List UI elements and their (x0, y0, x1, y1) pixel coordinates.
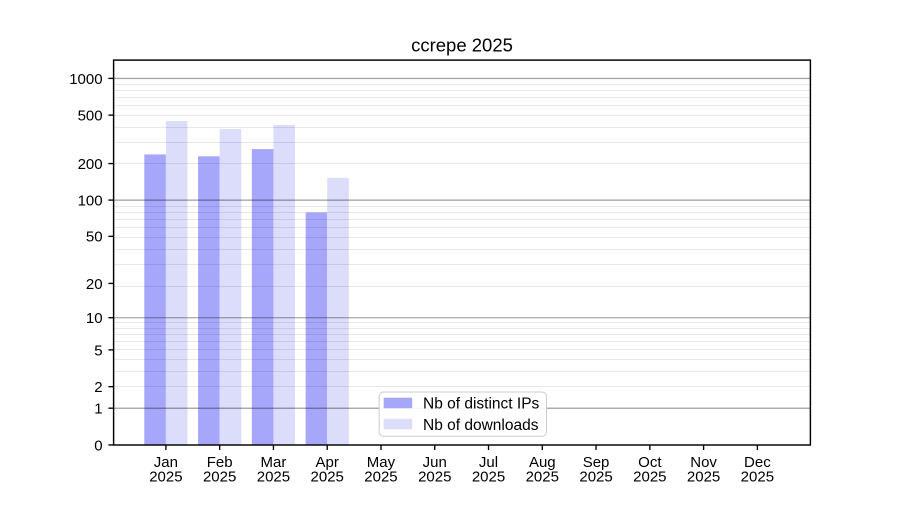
svg-text:Apr: Apr (316, 454, 339, 471)
svg-text:Oct: Oct (638, 454, 662, 471)
svg-text:2: 2 (94, 379, 102, 396)
svg-text:May: May (367, 454, 396, 471)
svg-text:Jun: Jun (423, 454, 447, 471)
svg-text:1: 1 (94, 401, 102, 418)
svg-text:Dec: Dec (744, 454, 771, 471)
svg-text:2025: 2025 (418, 469, 451, 486)
svg-text:20: 20 (86, 276, 103, 293)
svg-text:500: 500 (78, 108, 103, 125)
svg-text:2025: 2025 (364, 469, 397, 486)
svg-text:100: 100 (78, 192, 103, 209)
svg-text:2025: 2025 (203, 469, 236, 486)
svg-text:2025: 2025 (741, 469, 774, 486)
svg-text:Jan: Jan (154, 454, 178, 471)
svg-text:2025: 2025 (687, 469, 720, 486)
svg-text:2025: 2025 (311, 469, 344, 486)
svg-text:Mar: Mar (261, 454, 287, 471)
svg-text:0: 0 (94, 437, 102, 454)
svg-text:Nb of distinct IPs: Nb of distinct IPs (423, 396, 540, 413)
svg-text:ccrepe 2025: ccrepe 2025 (411, 35, 513, 56)
svg-text:5: 5 (94, 342, 102, 359)
svg-text:50: 50 (86, 229, 103, 246)
svg-text:Nb of downloads: Nb of downloads (423, 417, 539, 434)
svg-text:10: 10 (86, 310, 103, 327)
svg-text:Feb: Feb (207, 454, 233, 471)
svg-text:Jul: Jul (479, 454, 498, 471)
svg-text:200: 200 (78, 156, 103, 173)
svg-text:2025: 2025 (472, 469, 505, 486)
svg-text:Nov: Nov (690, 454, 717, 471)
svg-text:Aug: Aug (529, 454, 556, 471)
svg-text:1000: 1000 (69, 71, 102, 88)
svg-text:2025: 2025 (526, 469, 559, 486)
svg-text:Sep: Sep (583, 454, 610, 471)
svg-text:2025: 2025 (149, 469, 182, 486)
svg-text:2025: 2025 (257, 469, 290, 486)
svg-text:2025: 2025 (633, 469, 666, 486)
svg-text:2025: 2025 (579, 469, 612, 486)
